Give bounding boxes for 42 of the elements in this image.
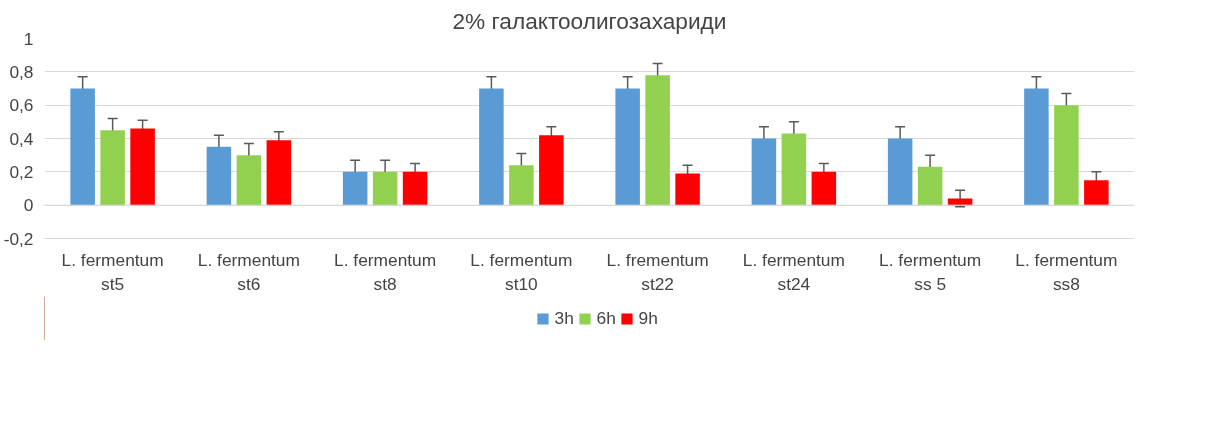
x-tick-label: L. fermentum st8	[334, 249, 437, 294]
x-tick-label: L. fermentum st24	[742, 249, 845, 294]
bar	[479, 88, 504, 206]
bar	[917, 166, 943, 206]
y-tick-label: 1	[23, 28, 34, 49]
bar	[100, 130, 125, 206]
x-tick-label: L. fermentum st5	[61, 249, 164, 294]
bar	[887, 138, 913, 206]
y-tick-label: 0,8	[9, 61, 34, 82]
bar	[509, 165, 534, 206]
bar	[539, 135, 564, 206]
bar	[811, 171, 837, 206]
x-tick-label: L. fermentum ss 5	[879, 249, 982, 294]
bar	[645, 75, 670, 206]
x-tick-label: L. fermentum st10	[470, 249, 573, 294]
bar	[70, 88, 95, 206]
bar	[342, 171, 368, 206]
bar	[615, 88, 640, 206]
bar	[781, 133, 807, 206]
x-tick-label: L. frementum st22	[606, 249, 709, 294]
x-tick-label: L. fermentum st6	[197, 249, 300, 294]
bar	[266, 140, 292, 206]
y-tick-label: 0,4	[9, 128, 34, 149]
legend-label: 9h	[638, 307, 659, 329]
chart-title: 2% галактоолигозахариди	[452, 7, 727, 34]
bar	[1084, 180, 1109, 206]
bar	[130, 128, 155, 206]
bar	[751, 138, 777, 206]
bar	[1054, 105, 1079, 206]
bar	[402, 171, 428, 206]
legend-label: 6h	[596, 307, 617, 329]
legend-label: 3h	[554, 307, 575, 329]
y-tick-label: 0,6	[9, 95, 34, 116]
bar	[675, 173, 700, 206]
bar	[1024, 88, 1049, 206]
bar	[372, 171, 398, 206]
bar	[206, 146, 232, 206]
x-tick-label: L. fermentum ss8	[1015, 249, 1118, 294]
bar	[236, 155, 262, 206]
y-tick-label: 0,2	[9, 161, 34, 182]
y-tick-label: 0	[23, 195, 34, 216]
y-tick-label: -0,2	[3, 228, 34, 249]
